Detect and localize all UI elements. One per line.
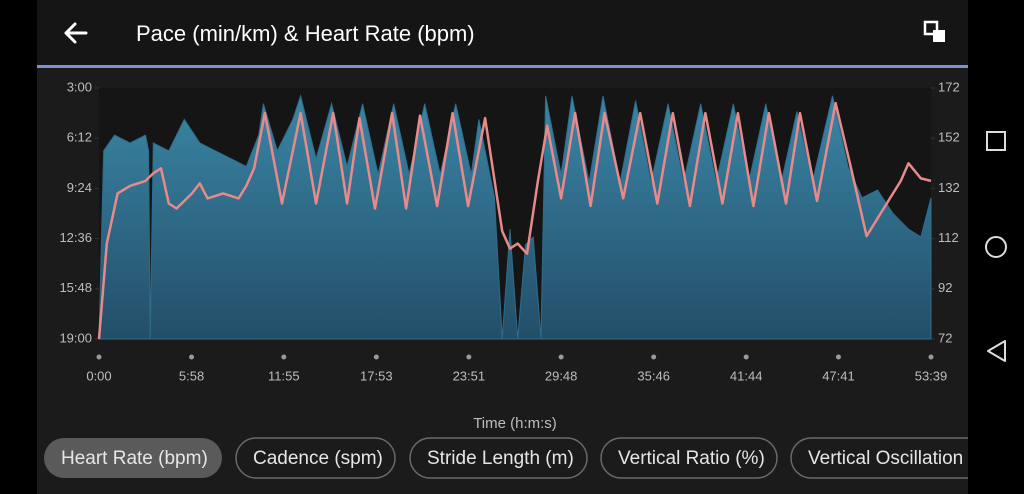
x-tick-mark <box>928 354 934 360</box>
chip-background <box>235 437 396 479</box>
chip-background <box>44 438 222 478</box>
y2-tick-label: 172 <box>938 79 960 94</box>
x-tick-label: 35:46 <box>637 368 670 383</box>
recents-button[interactable] <box>986 131 1006 151</box>
x-tick-label: 5:58 <box>179 368 204 383</box>
metric-chip[interactable]: Cadence (spm) <box>235 437 396 479</box>
x-tick-mark <box>558 354 564 360</box>
y-tick-label: 12:36 <box>59 230 92 245</box>
app-bar <box>37 0 968 66</box>
app-bar-divider <box>37 65 968 68</box>
chip-background <box>790 437 968 479</box>
y-tick-label: 3:00 <box>67 79 92 94</box>
x-tick-label: 17:53 <box>360 368 393 383</box>
x-tick-label: 11:55 <box>268 368 300 383</box>
x-axis-label: Time (h:m:s) <box>473 415 557 432</box>
metric-chip[interactable]: Heart Rate (bpm) <box>44 438 222 478</box>
x-tick-label: 23:51 <box>453 368 486 383</box>
y2-tick-label: 152 <box>938 130 960 145</box>
y2-tick-label: 92 <box>938 280 952 295</box>
metric-chip[interactable]: Vertical Oscillation <box>790 437 991 479</box>
x-tick-label: 41:44 <box>730 368 763 383</box>
chip-label: Heart Rate (bpm) <box>61 448 208 469</box>
y2-tick-label: 72 <box>938 330 952 345</box>
chip-label: Stride Length (m) <box>427 448 574 469</box>
y2-tick-label: 112 <box>938 230 959 245</box>
back-nav-button[interactable] <box>987 340 1006 362</box>
chip-label: Cadence (spm) <box>253 448 383 469</box>
x-tick-mark <box>281 354 287 360</box>
home-button[interactable] <box>985 236 1007 258</box>
x-tick-mark <box>743 354 749 360</box>
chip-label: Vertical Oscillation <box>808 448 963 469</box>
x-tick-mark <box>373 354 379 360</box>
y-tick-label: 6:12 <box>67 130 92 145</box>
chip-background <box>409 437 588 479</box>
x-tick-mark <box>651 354 657 360</box>
chip-label: Vertical Ratio (%) <box>618 448 765 469</box>
x-tick-label: 29:48 <box>545 368 578 383</box>
screen-title: Pace (min/km) & Heart Rate (bpm) <box>136 21 475 46</box>
heart-rate-line <box>97 101 932 340</box>
y-tick-label: 9:24 <box>67 180 92 195</box>
chip-background <box>600 437 778 479</box>
nav-bar <box>968 0 1024 494</box>
back-button[interactable] <box>64 22 88 44</box>
y-tick-label: 19:00 <box>59 330 92 345</box>
x-tick-mark <box>96 354 102 360</box>
y2-tick-label: 132 <box>938 180 960 195</box>
x-tick-label: 0:00 <box>86 368 111 383</box>
x-tick-mark <box>189 354 195 360</box>
fullscreen-button[interactable] <box>923 20 945 42</box>
x-tick-label: 47:41 <box>822 368 855 383</box>
x-tick-mark <box>835 354 841 360</box>
y-tick-label: 15:48 <box>59 280 92 295</box>
x-tick-label: 53:39 <box>915 368 948 383</box>
metric-chip[interactable]: Stride Length (m) <box>409 437 588 479</box>
metric-chip[interactable]: Vertical Ratio (%) <box>600 437 778 479</box>
x-tick-mark <box>466 354 472 360</box>
